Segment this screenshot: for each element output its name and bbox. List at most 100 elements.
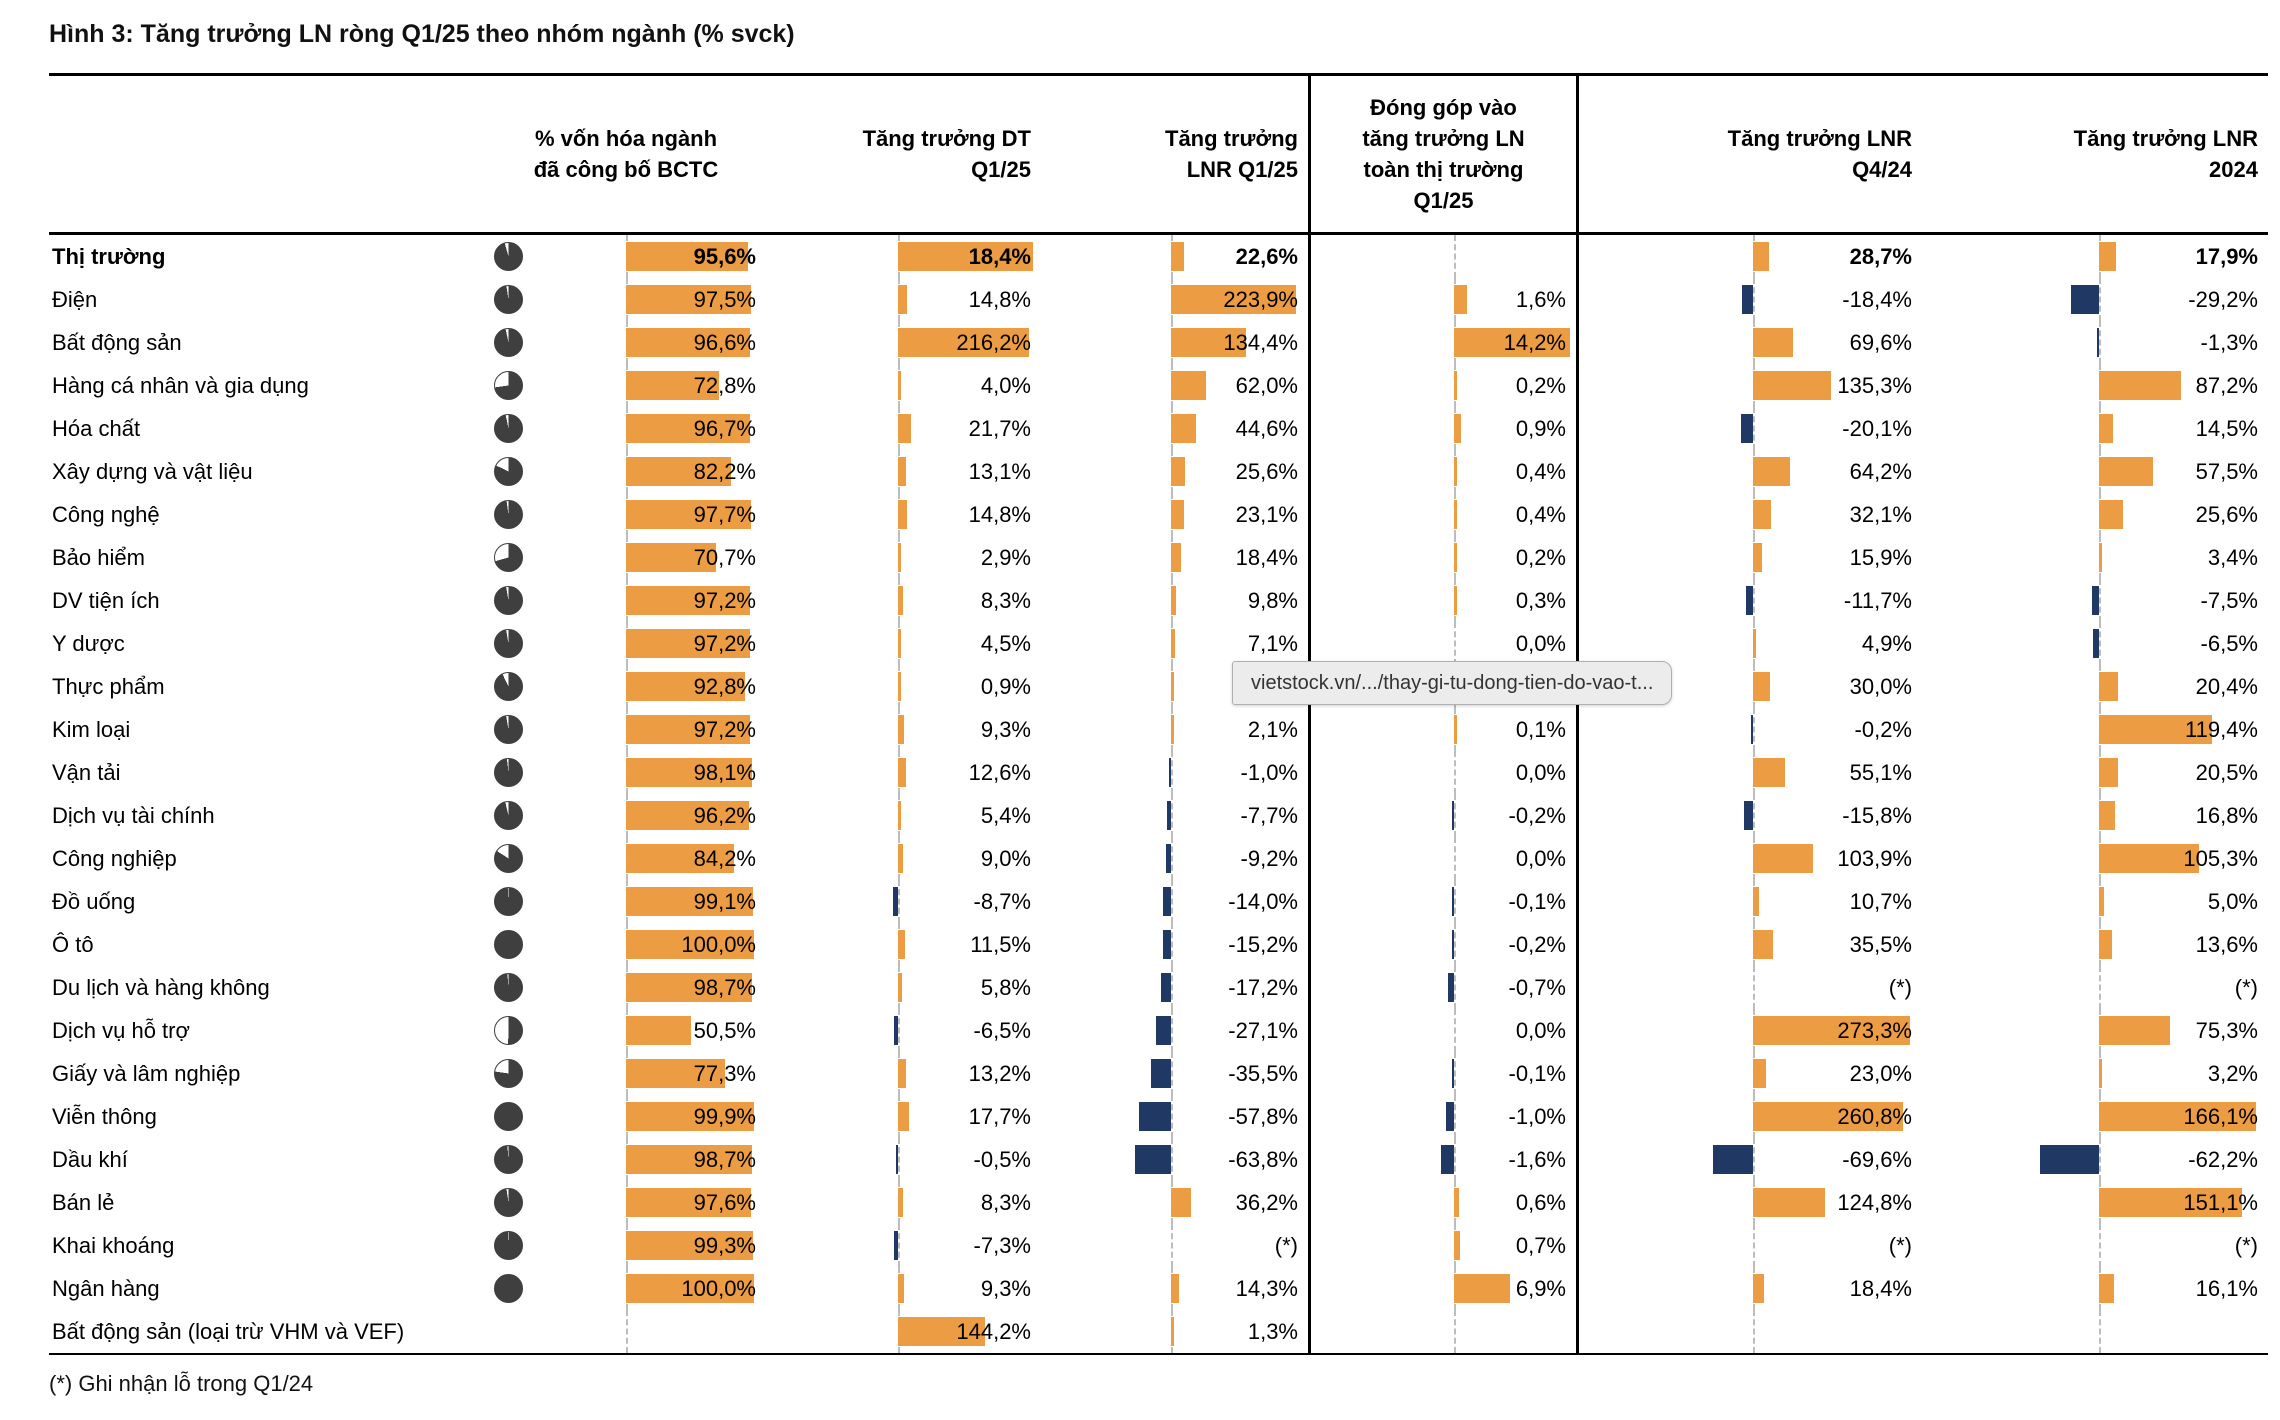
value-cell: 23,1% xyxy=(1041,493,1308,536)
positive-bar xyxy=(2099,801,2115,830)
value-cell: -9,2% xyxy=(1041,837,1308,880)
value-cell: 97,5% xyxy=(530,278,766,321)
value-cell: 98,7% xyxy=(530,966,766,1009)
baseline-dash xyxy=(2099,1224,2101,1267)
value-text: 22,6% xyxy=(1235,244,1298,269)
baseline-dash xyxy=(1454,622,1456,665)
value-cell: 92,8% xyxy=(530,665,766,708)
value-text: 13,6% xyxy=(2195,932,2258,957)
header-line: LNR Q1/25 xyxy=(1186,157,1298,182)
positive-bar xyxy=(2099,242,2116,271)
positive-bar xyxy=(898,1188,904,1217)
coverage-pie-icon xyxy=(493,1059,523,1088)
coverage-pie-cell xyxy=(486,923,530,966)
value-cell: 9,3% xyxy=(766,1267,1041,1310)
value-text: 4,9% xyxy=(1861,631,1912,656)
table-row: Hóa chất 96,7% 21,7% 44,6% 0,9% -20,1% 14,5% xyxy=(49,407,2268,450)
value-cell: 18,4% xyxy=(1041,536,1308,579)
industry-name: Bất động sản (loại trừ VHM và VEF) xyxy=(52,1319,405,1344)
negative-bar xyxy=(1451,887,1454,916)
positive-bar xyxy=(626,629,751,658)
value-text: 35,5% xyxy=(1849,932,1912,957)
positive-bar xyxy=(626,758,752,787)
value-cell: 18,4% xyxy=(1579,1267,1922,1310)
value-cell: -0,5% xyxy=(766,1138,1041,1181)
value-text: 23,0% xyxy=(1849,1061,1912,1086)
value-text: -63,8% xyxy=(1228,1147,1298,1172)
value-cell: 166,1% xyxy=(1922,1095,2268,1138)
value-cell: 1,3% xyxy=(1041,1310,1308,1353)
value-text: 64,2% xyxy=(1849,459,1912,484)
negative-bar xyxy=(1451,930,1454,959)
value-cell: (*) xyxy=(1922,1224,2268,1267)
header-line: Tăng trưởng DT xyxy=(862,125,1031,151)
coverage-pie-cell xyxy=(486,794,530,837)
table-row: Bán lẻ 97,6% 8,3% 36,2% 0,6% 124,8% 151,1% xyxy=(49,1181,2268,1224)
value-text: 18,4% xyxy=(1849,1276,1912,1301)
value-cell: 6,9% xyxy=(1308,1267,1579,1310)
value-cell: 9,3% xyxy=(766,708,1041,751)
baseline-dash xyxy=(2099,1310,2101,1353)
value-text: 5,0% xyxy=(2207,889,2258,914)
industry-name: Vận tải xyxy=(52,760,121,785)
baseline-dash xyxy=(1753,1138,1755,1181)
value-cell: -1,0% xyxy=(1041,751,1308,794)
industry-name: Bất động sản xyxy=(52,330,182,355)
value-cell: 124,8% xyxy=(1579,1181,1922,1224)
value-text: 50,5% xyxy=(693,1018,756,1043)
value-cell: 3,2% xyxy=(1922,1052,2268,1095)
baseline-dash xyxy=(1454,1138,1456,1181)
baseline-dash xyxy=(898,1009,900,1052)
value-text: 11,5% xyxy=(970,932,1031,957)
coverage-pie-cell xyxy=(486,235,530,278)
value-cell: 2,9% xyxy=(766,536,1041,579)
industry-name: Hàng cá nhân và gia dụng xyxy=(52,373,309,398)
positive-bar xyxy=(626,973,753,1002)
value-text: 99,1% xyxy=(693,889,756,914)
positive-bar xyxy=(1454,715,1457,744)
baseline-dash xyxy=(1454,794,1456,837)
coverage-pie-cell xyxy=(486,1138,530,1181)
value-cell: 5,0% xyxy=(1922,880,2268,923)
positive-bar xyxy=(1454,500,1458,529)
table-row: DV tiện ích 97,2% 8,3% 9,8% 0,3% -11,7% -7,5% xyxy=(49,579,2268,622)
value-text: -0,2% xyxy=(1854,717,1912,742)
value-cell: 98,1% xyxy=(530,751,766,794)
value-text: -7,5% xyxy=(2200,588,2258,613)
coverage-pie-icon xyxy=(493,242,523,271)
value-cell: 4,0% xyxy=(766,364,1041,407)
positive-bar xyxy=(898,930,905,959)
value-text: 82,2% xyxy=(693,459,756,484)
value-text: 0,4% xyxy=(1515,502,1566,527)
value-cell: -11,7% xyxy=(1579,579,1922,622)
value-text: 119,4% xyxy=(2185,717,2258,742)
value-cell: -27,1% xyxy=(1041,1009,1308,1052)
value-cell xyxy=(1308,235,1579,278)
industry-name: Kim loại xyxy=(52,717,131,742)
positive-bar xyxy=(626,1274,754,1303)
value-cell: -7,7% xyxy=(1041,794,1308,837)
negative-bar xyxy=(1445,1102,1454,1131)
negative-bar xyxy=(1168,758,1171,787)
value-text: 14,3% xyxy=(1235,1276,1298,1301)
industry-name: Xây dựng và vật liệu xyxy=(52,459,253,484)
positive-bar xyxy=(1454,457,1458,486)
value-cell: 0,2% xyxy=(1308,364,1579,407)
positive-bar xyxy=(2099,457,2154,486)
baseline-dash xyxy=(2099,278,2101,321)
coverage-pie-icon xyxy=(493,629,523,658)
negative-bar xyxy=(1166,801,1171,830)
coverage-pie-icon xyxy=(493,758,523,787)
value-text: 0,9% xyxy=(1515,416,1566,441)
positive-bar xyxy=(898,457,906,486)
positive-bar xyxy=(626,242,749,271)
value-cell: 14,5% xyxy=(1922,407,2268,450)
value-text: 28,7% xyxy=(1849,244,1912,269)
positive-bar xyxy=(898,586,904,615)
baseline-dash xyxy=(1171,1138,1173,1181)
value-text: -17,2% xyxy=(1228,975,1298,1000)
value-cell: 64,2% xyxy=(1579,450,1922,493)
positive-bar xyxy=(1753,930,1774,959)
value-text: 151,1% xyxy=(2183,1190,2258,1215)
negative-bar xyxy=(1162,930,1171,959)
